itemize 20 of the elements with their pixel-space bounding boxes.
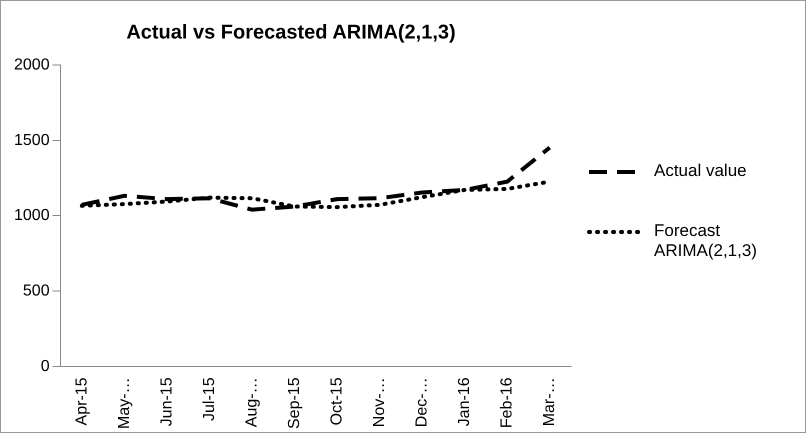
x-tick-label: Sep-15 (286, 377, 303, 429)
x-tick-label: Apr-15 (73, 377, 90, 426)
x-tick-label: May-… (116, 377, 133, 429)
legend-label: Actual value (654, 161, 748, 181)
x-tick-label: Nov-… (371, 377, 388, 428)
x-tick-label: Oct-15 (328, 377, 346, 426)
legend-label: Forecast ARIMA(2,1,3) (654, 221, 758, 261)
y-tick-label: 0 (40, 358, 50, 375)
x-tick-label: Jul-15 (200, 377, 218, 421)
x-tick-label: Dec-… (414, 377, 431, 428)
x-tick-label: Aug-… (243, 377, 260, 428)
y-tick-label: 1500 (14, 132, 50, 149)
x-tick-label: Mar-… (541, 377, 558, 426)
chart-title: Actual vs Forecasted ARIMA(2,1,3) (126, 22, 456, 44)
x-tick-label: Feb-16 (498, 377, 516, 428)
y-tick-label: 500 (22, 282, 50, 300)
x-tick-label: Jun-15 (158, 377, 176, 426)
y-tick-label: 1000 (14, 207, 50, 224)
x-tick-label: Jan-16 (456, 377, 474, 426)
y-tick-label: 2000 (14, 56, 50, 74)
